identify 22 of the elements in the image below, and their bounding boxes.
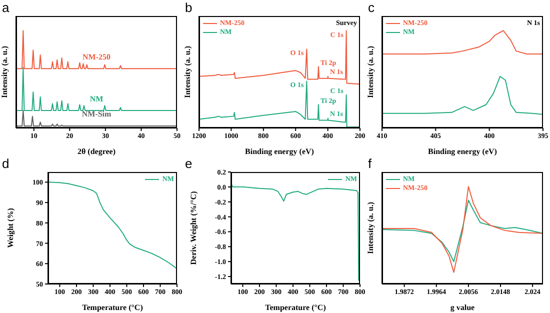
y-axis-title: Weight (%) bbox=[6, 208, 15, 248]
x-axis-title: Binding energy (eV) bbox=[428, 147, 498, 156]
x-axis-title: Binding energy (eV) bbox=[245, 147, 314, 156]
chart-title: b bbox=[185, 0, 192, 15]
y-axis-title: Intensity (a. u.) bbox=[366, 46, 375, 98]
chart-title: d bbox=[2, 156, 10, 171]
y-axis-title: Deriv. Weight (%/°C) bbox=[188, 190, 198, 265]
x-axis-title: Temperature (°C) bbox=[265, 303, 326, 312]
series-label: NM bbox=[90, 94, 104, 104]
series-label: NM-250 bbox=[82, 52, 110, 62]
y-axis-title: Intensity (a. u.) bbox=[0, 46, 9, 98]
chart-title: e bbox=[185, 156, 192, 171]
y-axis-title: Intensity (a. u.) bbox=[182, 46, 192, 98]
y-axis-title: Intensity (a. u.) bbox=[366, 202, 375, 254]
x-axis-title: Temperature (°C) bbox=[82, 303, 144, 312]
chart-title: f bbox=[368, 156, 372, 171]
x-axis-title: g value bbox=[450, 303, 476, 312]
line-series bbox=[48, 182, 177, 270]
x-axis-title: 2θ (degree) bbox=[77, 147, 116, 156]
chart-title: a bbox=[2, 0, 10, 15]
series-label: NM-Sim bbox=[82, 110, 112, 119]
chart-title: c bbox=[368, 0, 374, 15]
